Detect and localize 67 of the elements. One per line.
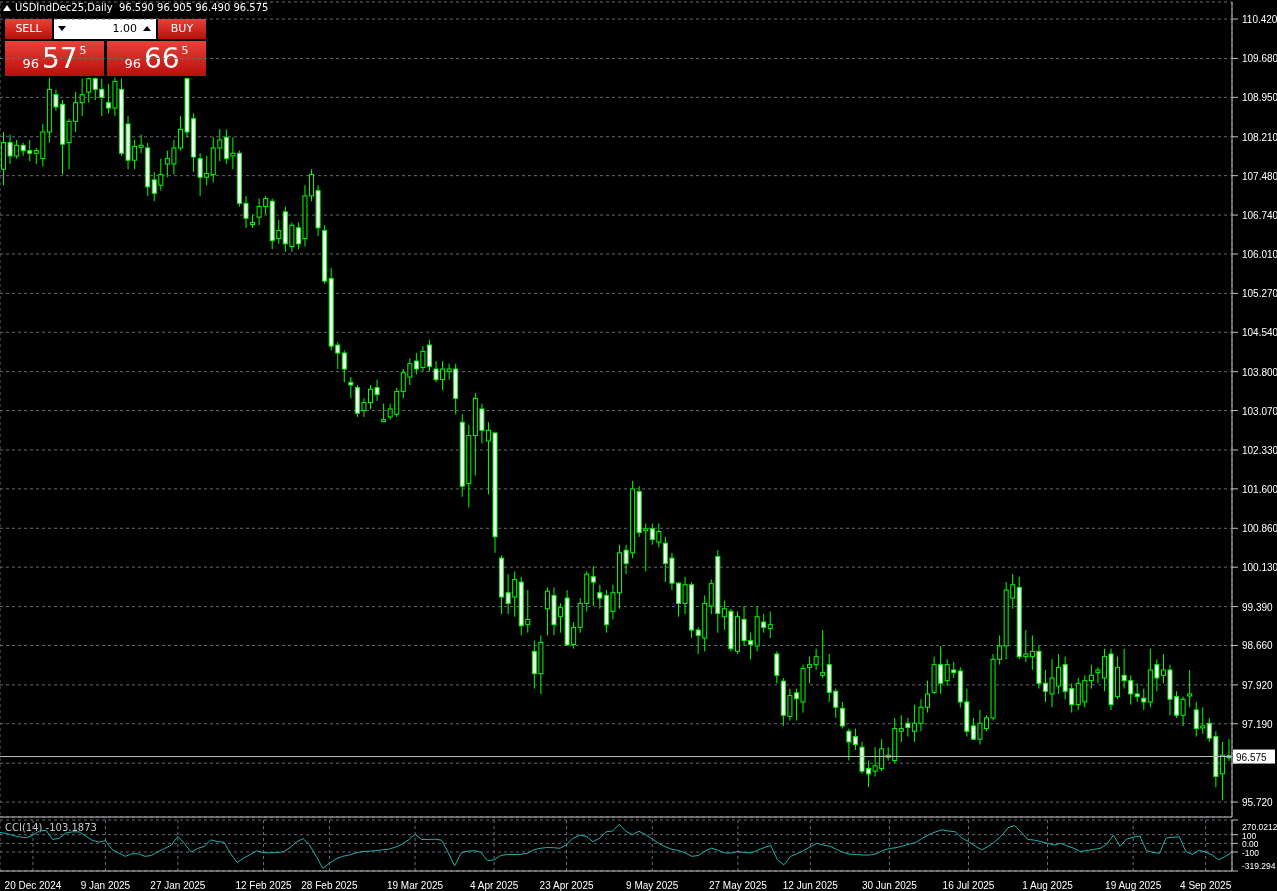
y-tick-label: 108.210 [1242, 131, 1277, 143]
annotation: BUY [158, 19, 206, 39]
y-tick-label: 102.330 [1242, 444, 1277, 456]
candlestick [839, 701, 845, 730]
x-tick-label: 12 Feb 2025 [235, 880, 293, 891]
chart-title: USDIndDec25,Daily 96.590 96.905 96.490 96.575 [15, 2, 269, 13]
x-tick-label: 27 May 2025 [708, 880, 768, 891]
x-tick-label: 19 Mar 2025 [386, 880, 444, 891]
y-tick-label: 106.010 [1242, 248, 1277, 260]
y-tick-label: 101.600 [1242, 483, 1277, 495]
annotation: 96 [22, 56, 39, 71]
candlestick [79, 78, 85, 117]
y-tick-label: 106.740 [1242, 210, 1277, 222]
y-tick-label: 270.0212 [1242, 822, 1277, 832]
candlestick [590, 565, 596, 607]
y-tick-label: 99.390 [1242, 601, 1274, 613]
y-tick-label: -319.294 [1242, 861, 1276, 871]
x-tick-label: 30 Jun 2025 [861, 880, 918, 891]
y-tick-label: 0.00 [1242, 839, 1259, 850]
x-tick-label: 23 Apr 2025 [539, 880, 594, 891]
x-tick-label: 4 Apr 2025 [469, 880, 519, 891]
candlestick [820, 629, 826, 679]
candlestick [1088, 664, 1094, 690]
x-tick-label: 16 Jul 2025 [942, 880, 995, 891]
candlestick [348, 376, 354, 399]
candlestick [1134, 682, 1140, 703]
ref-line-label: 96.575 [1236, 751, 1268, 763]
x-tick-label: 28 Feb 2025 [301, 880, 358, 891]
y-tick-label: 105.270 [1242, 288, 1277, 300]
y-tick-label: 100 [1242, 830, 1257, 841]
annotation: 96 [124, 56, 141, 71]
y-tick-label: 107.480 [1242, 170, 1277, 182]
y-tick-label: 108.950 [1242, 92, 1277, 104]
x-tick-label: 12 Jun 2025 [782, 880, 839, 891]
y-tick-label: 98.660 [1242, 640, 1274, 652]
x-tick-label: 1 Aug 2025 [1022, 880, 1074, 891]
x-tick-label: 27 Jan 2025 [150, 880, 206, 891]
x-tick-label: 19 Aug 2025 [1105, 880, 1162, 891]
candlestick [86, 77, 92, 104]
y-tick-label: -100 [1242, 848, 1260, 859]
y-tick-label: 103.070 [1242, 405, 1277, 417]
y-tick-label: 97.920 [1242, 679, 1274, 691]
chart-title: CCI(14) -103.1873 [5, 822, 97, 833]
y-tick-label: 97.190 [1242, 718, 1274, 730]
y-tick-label: 95.720 [1242, 797, 1274, 809]
candlestick [341, 349, 347, 383]
candlestick [898, 714, 904, 743]
x-tick-label: 9 May 2025 [626, 880, 679, 891]
y-tick-label: 100.860 [1242, 523, 1277, 535]
annotation: 1.00 [111, 21, 137, 37]
y-tick-label: 100.130 [1242, 562, 1277, 574]
annotation: SELL [5, 19, 52, 39]
y-tick-label: 104.540 [1242, 327, 1277, 339]
annotation: 57 [41, 42, 78, 75]
x-tick-label: 4 Sep 2025 [1180, 880, 1232, 891]
annotation: 5 [181, 44, 189, 57]
y-tick-label: 110.420 [1242, 14, 1277, 26]
annotation: 66 [143, 42, 180, 75]
x-tick-label: 20 Dec 2024 [4, 880, 62, 891]
y-tick-label: 109.680 [1242, 53, 1277, 65]
candlestick [767, 610, 773, 639]
candlestick [1141, 688, 1147, 711]
candlestick [1187, 669, 1193, 708]
x-tick-label: 9 Jan 2025 [80, 880, 131, 891]
candlestick [774, 650, 780, 684]
y-tick-label: 103.800 [1242, 366, 1277, 378]
annotation: 5 [79, 44, 87, 57]
